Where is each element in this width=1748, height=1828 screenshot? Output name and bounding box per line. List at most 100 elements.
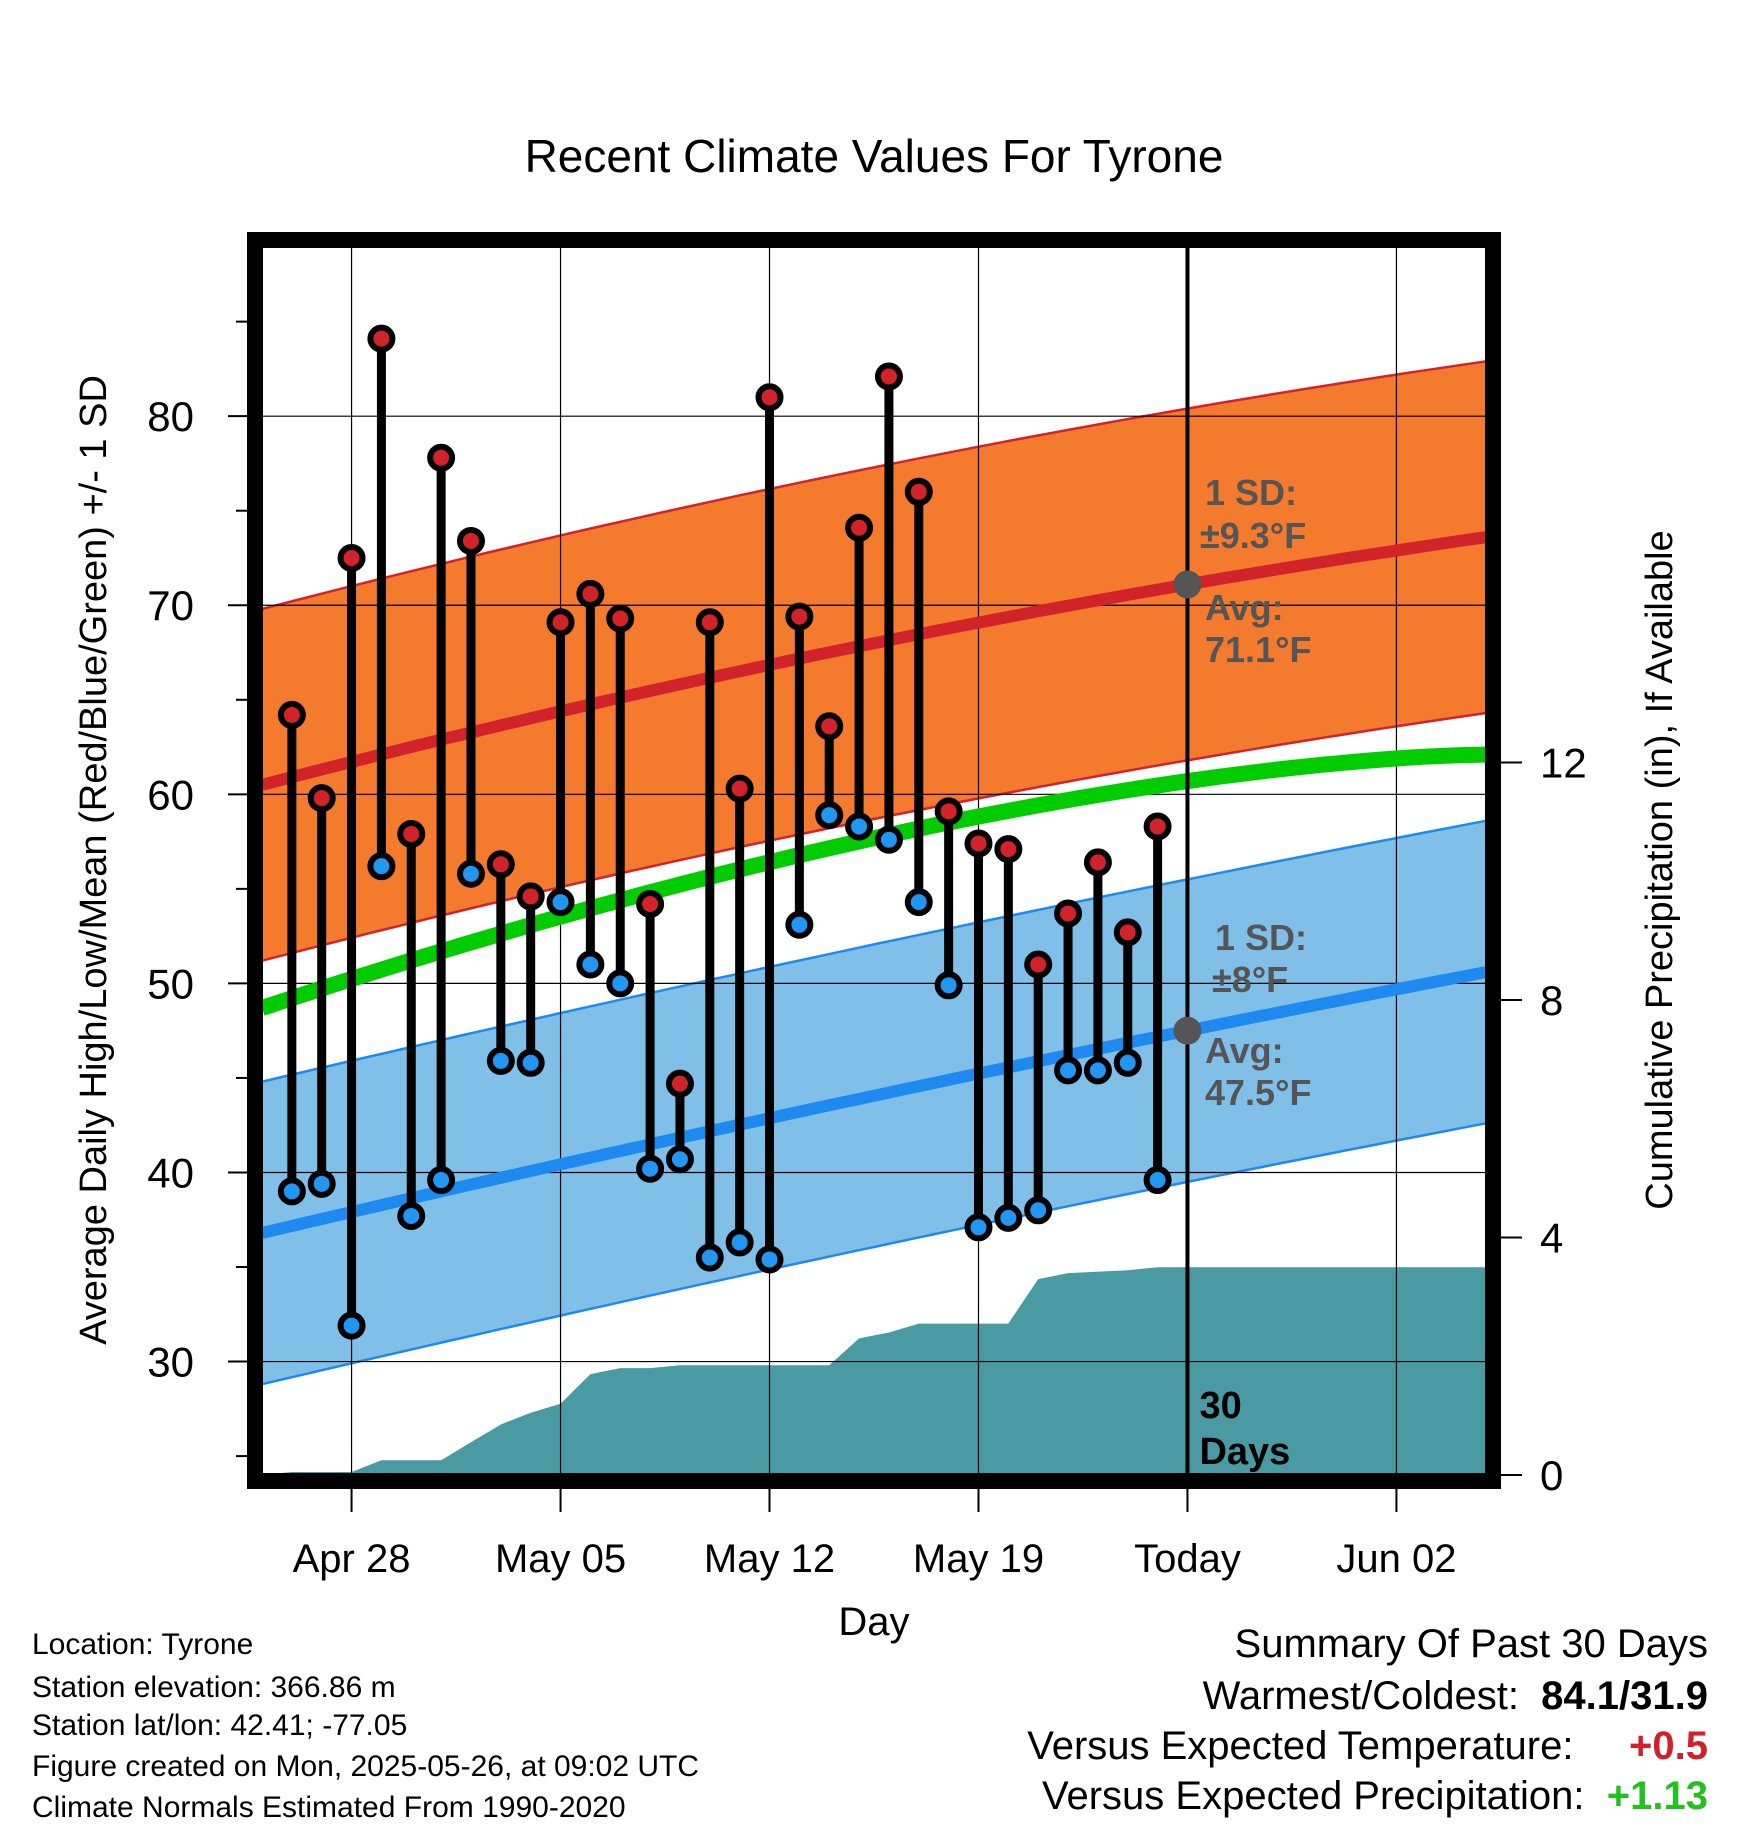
x-tick-label: Jun 02 <box>1336 1537 1456 1581</box>
daily-low-point <box>397 1201 426 1230</box>
daily-high-point <box>606 604 635 633</box>
precip-area <box>262 1267 1486 1475</box>
y2-tick-label: 0 <box>1540 1452 1563 1499</box>
today-days-label: 30 <box>1199 1385 1241 1427</box>
warm-cold-value: 84.1/31.9 <box>1541 1674 1708 1718</box>
daily-low-point <box>307 1169 336 1198</box>
daily-high-point <box>1024 950 1053 979</box>
daily-high-point <box>456 526 485 555</box>
low-band-upper-edge <box>261 819 1487 1083</box>
y2-axis-label: Cumulative Precipitation (in), If Availa… <box>1639 530 1681 1209</box>
high-avg-value: 71.1°F <box>1205 629 1311 670</box>
daily-high-point <box>1083 848 1112 877</box>
daily-high-point <box>1143 812 1172 841</box>
y2-tick-label: 4 <box>1540 1215 1563 1262</box>
today-high-avg-marker <box>1173 570 1202 599</box>
low-avg-label: Avg: <box>1205 1030 1284 1071</box>
daily-low-point <box>845 812 874 841</box>
daily-low-point <box>785 910 814 939</box>
daily-low-point <box>1083 1056 1112 1085</box>
high-sd-band <box>262 361 1486 961</box>
daily-high-point <box>934 797 963 826</box>
today-days-label: Days <box>1199 1431 1290 1473</box>
daily-low-point <box>516 1048 545 1077</box>
mean-normal-line <box>259 746 1487 1016</box>
daily-low-point <box>695 1243 724 1272</box>
daily-high-point <box>397 820 426 849</box>
temp-value: +0.5 <box>1629 1724 1708 1768</box>
daily-high-point <box>874 362 903 391</box>
today-low-avg-marker <box>1173 1016 1202 1045</box>
plot-frame <box>247 232 1501 1489</box>
daily-low-point <box>994 1203 1023 1232</box>
daily-low-point <box>725 1228 754 1257</box>
x-axis-label: Day <box>838 1600 909 1644</box>
daily-high-point <box>546 608 575 637</box>
daily-low-point <box>606 969 635 998</box>
daily-low-point <box>337 1311 366 1340</box>
daily-low-point <box>904 888 933 917</box>
precip-value: +1.13 <box>1606 1774 1708 1818</box>
y2-tick-label: 12 <box>1540 740 1587 787</box>
footer-elevation: Station elevation: 366.86 m <box>32 1671 396 1704</box>
daily-high-point <box>755 383 784 412</box>
daily-high-point <box>904 477 933 506</box>
chart-title: Recent Climate Values For Tyrone <box>525 130 1224 182</box>
low-band-lower-edge <box>261 1122 1487 1386</box>
summary-temperature: Versus Expected Temperature: +0.5 <box>1027 1724 1708 1769</box>
x-tick-label: Apr 28 <box>293 1537 411 1581</box>
y-tick-label: 40 <box>147 1149 194 1196</box>
daily-high-point <box>845 513 874 542</box>
daily-low-point <box>1113 1048 1142 1077</box>
daily-high-point <box>576 579 605 608</box>
daily-high-point <box>994 835 1023 864</box>
footer-normals: Climate Normals Estimated From 1990-2020 <box>32 1791 626 1824</box>
x-tick-label: May 12 <box>704 1537 835 1581</box>
daily-low-point <box>1054 1056 1083 1085</box>
high-normal-line <box>260 531 1487 791</box>
y-tick-label: 30 <box>147 1339 194 1386</box>
low-sd-label: 1 SD: <box>1215 917 1307 958</box>
daily-high-point <box>427 443 456 472</box>
x-tick-label: May 19 <box>913 1537 1044 1581</box>
high-avg-label: Avg: <box>1205 587 1284 628</box>
y-tick-label: 60 <box>147 771 194 818</box>
daily-low-point <box>1143 1166 1172 1195</box>
daily-low-point <box>815 801 844 830</box>
high-sd-label: 1 SD: <box>1205 472 1297 513</box>
daily-high-point <box>964 829 993 858</box>
summary-precipitation: Versus Expected Precipitation: +1.13 <box>1042 1774 1708 1819</box>
daily-low-point <box>964 1213 993 1242</box>
x-tick-label: May 05 <box>495 1537 626 1581</box>
summary-heading-text: Summary Of Past 30 Days <box>1234 1622 1708 1666</box>
daily-low-point <box>277 1177 306 1206</box>
low-avg-value: 47.5°F <box>1205 1072 1311 1113</box>
daily-low-point <box>456 859 485 888</box>
daily-high-point <box>367 324 396 353</box>
daily-low-point <box>934 971 963 1000</box>
low-normal-line <box>260 966 1488 1239</box>
summary-heading: Summary Of Past 30 Days <box>1235 1622 1708 1667</box>
daily-high-point <box>665 1069 694 1098</box>
daily-low-point <box>874 825 903 854</box>
daily-low-point <box>546 888 575 917</box>
summary-warm-cold: Warmest/Coldest: 84.1/31.9 <box>1203 1674 1708 1719</box>
daily-low-point <box>636 1154 665 1183</box>
daily-high-point <box>486 850 515 879</box>
y2-tick-label: 8 <box>1540 977 1563 1024</box>
daily-high-point <box>1054 899 1083 928</box>
daily-low-point <box>1024 1196 1053 1225</box>
daily-high-point <box>636 889 665 918</box>
axes: 30 40 50 60 70 80 0 4 8 12 Apr 28 May 05 May 12 May 1… <box>147 232 1587 1581</box>
low-sd-band <box>262 820 1486 1385</box>
footer-latlon: Station lat/lon: 42.41; -77.05 <box>32 1709 408 1742</box>
footer-location: Location: Tyrone <box>32 1628 254 1661</box>
daily-high-point <box>307 784 336 813</box>
temp-label: Versus Expected Temperature: <box>1027 1724 1574 1768</box>
y-tick-label: 50 <box>147 960 194 1007</box>
daily-high-point <box>337 543 366 572</box>
daily-high-point <box>725 774 754 803</box>
y-axis-label: Average Daily High/Low/Mean (Red/Blue/Gr… <box>73 375 115 1345</box>
